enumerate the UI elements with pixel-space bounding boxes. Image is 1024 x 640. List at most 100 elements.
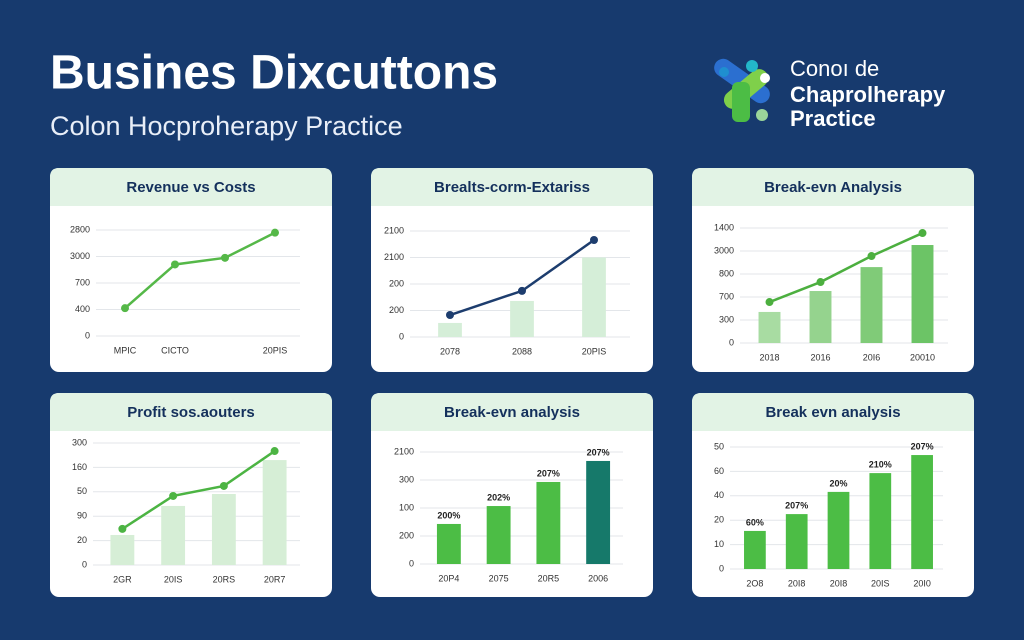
line-point <box>765 298 774 307</box>
x-tick-label: 2O8 <box>746 578 763 588</box>
bar-value-label: 207% <box>587 447 610 457</box>
x-tick-label: 2GR <box>113 574 132 584</box>
y-tick-label: 700 <box>75 277 90 287</box>
y-tick-label: 700 <box>719 291 734 301</box>
chart-title: Brealts-corm-Extariss <box>434 179 590 196</box>
x-tick-label: 2088 <box>512 346 532 356</box>
line-point <box>118 524 127 533</box>
bar <box>536 481 561 564</box>
x-tick-label: 20I6 <box>863 352 881 362</box>
line-point <box>221 253 229 262</box>
chart-header <box>371 168 653 206</box>
bar <box>827 491 850 569</box>
bar-value-label: 207% <box>911 441 934 451</box>
line <box>124 231 276 310</box>
x-tick-label: 20010 <box>910 352 935 362</box>
bar <box>785 514 808 569</box>
y-tick-label: 300 <box>72 437 87 447</box>
y-tick-label: 2800 <box>70 224 90 234</box>
x-tick-label: 20RS <box>213 574 236 584</box>
y-tick-label: 2100 <box>384 225 404 235</box>
x-tick-label: 20R5 <box>538 573 560 583</box>
chart-header <box>50 393 332 431</box>
line-point <box>918 229 927 238</box>
chart-header <box>692 393 974 431</box>
x-tick-label: 2006 <box>588 573 608 583</box>
y-tick-label: 0 <box>729 337 734 347</box>
logo-icon <box>714 58 770 122</box>
y-tick-label: 60 <box>714 466 724 476</box>
bar <box>744 530 766 569</box>
bar-value-label: 207% <box>537 468 560 478</box>
chart-title: Profit sos.aouters <box>127 404 255 421</box>
bar <box>911 455 933 569</box>
bar <box>809 291 832 343</box>
y-tick-label: 50 <box>77 486 87 496</box>
line-point <box>121 304 129 313</box>
x-tick-label: MPIC <box>114 345 137 355</box>
x-tick-label: 20IS <box>871 578 890 588</box>
chart-title: Break evn analysis <box>765 404 900 421</box>
bar <box>161 505 186 565</box>
y-tick-label: 0 <box>399 331 404 341</box>
x-tick-label: 20I8 <box>788 578 806 588</box>
x-tick-label: 20I8 <box>830 578 848 588</box>
y-tick-label: 300 <box>399 474 414 484</box>
chart-header <box>692 168 974 206</box>
y-tick-label: 0 <box>719 563 724 573</box>
y-tick-label: 3000 <box>714 245 734 255</box>
logo-line: Conoı de <box>790 56 879 81</box>
x-tick-label: 2078 <box>440 346 460 356</box>
y-tick-label: 0 <box>85 330 90 340</box>
logo-line: Practice <box>790 106 876 131</box>
chart-title: Revenue vs Costs <box>126 179 255 196</box>
chart-header <box>371 393 653 431</box>
bar <box>510 300 534 337</box>
y-tick-label: 2100 <box>394 446 414 456</box>
line-point <box>270 447 279 456</box>
y-tick-label: 100 <box>399 502 414 512</box>
line-point <box>816 278 825 287</box>
bar-value-label: 202% <box>487 492 510 502</box>
line <box>769 231 924 304</box>
bar-value-label: 207% <box>785 500 808 510</box>
line-point <box>271 228 279 237</box>
logo-line: Chaprolherapy <box>790 82 946 107</box>
y-tick-label: 1400 <box>714 222 734 232</box>
bar-value-label: 200% <box>437 510 460 520</box>
bar-value-label: 20% <box>829 478 847 488</box>
y-tick-label: 20 <box>77 535 87 545</box>
y-tick-label: 0 <box>409 558 414 568</box>
x-tick-label: 2016 <box>810 352 830 362</box>
bar <box>758 311 781 343</box>
bar-value-label: 60% <box>746 517 764 527</box>
line-point <box>169 491 178 500</box>
bar <box>582 257 606 337</box>
y-tick-label: 200 <box>389 305 404 315</box>
x-tick-label: 20PIS <box>582 346 607 356</box>
line-point <box>171 260 179 269</box>
y-tick-label: 300 <box>719 314 734 324</box>
x-tick-label: 20R7 <box>264 574 286 584</box>
y-tick-label: 400 <box>75 304 90 314</box>
bar <box>860 267 883 343</box>
x-tick-label: 20PIS <box>263 345 288 355</box>
chart-card <box>50 168 332 372</box>
line-point <box>867 252 876 261</box>
y-tick-label: 160 <box>72 462 87 472</box>
bar <box>869 473 892 569</box>
page-subtitle: Colon Hocproherapy Practice <box>50 111 403 141</box>
chart-title: Break-evn analysis <box>444 404 580 421</box>
x-tick-label: 2018 <box>759 352 779 362</box>
chart-title: Break-evn Analysis <box>764 179 902 196</box>
line-point <box>446 311 454 320</box>
y-tick-label: 800 <box>719 268 734 278</box>
chart-header <box>50 168 332 206</box>
x-tick-label: 20IS <box>164 574 183 584</box>
y-tick-label: 40 <box>714 490 724 500</box>
x-tick-label: 20I0 <box>913 578 931 588</box>
y-tick-label: 50 <box>714 441 724 451</box>
line-point <box>590 236 598 245</box>
bar <box>438 322 462 337</box>
